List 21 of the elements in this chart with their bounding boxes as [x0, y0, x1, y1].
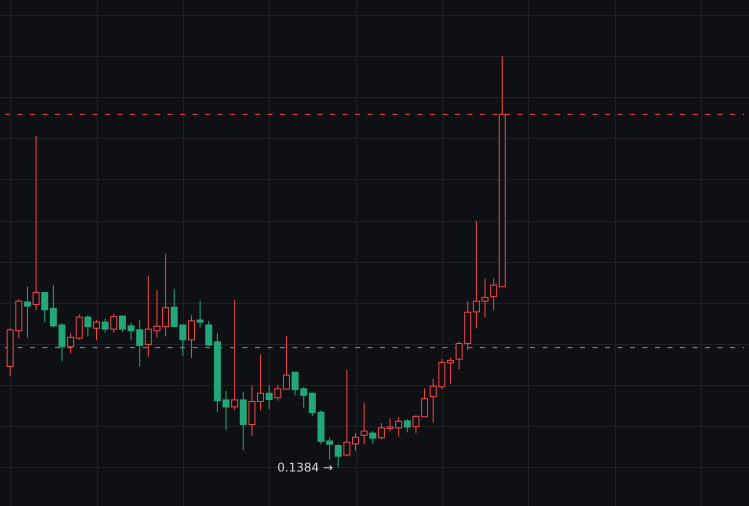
candlestick [490, 278, 498, 311]
candlestick [369, 430, 376, 444]
candlestick [170, 288, 178, 328]
candlestick [404, 418, 411, 433]
candlestick [266, 384, 273, 410]
candlestick [41, 292, 48, 323]
candlestick [179, 324, 186, 356]
candlestick [430, 378, 437, 424]
candlestick [24, 286, 31, 338]
candlestick [231, 299, 238, 411]
candlestick [334, 444, 342, 468]
candlestick [84, 314, 92, 338]
candlestick [205, 320, 212, 346]
annotation: 0.1384 → [277, 460, 334, 474]
candlestick [196, 300, 204, 328]
candlestick [110, 313, 118, 334]
candlestick [32, 135, 40, 311]
candlestick [188, 314, 195, 358]
candlestick [360, 402, 368, 445]
candlestick [102, 318, 109, 334]
candlestick [93, 320, 100, 341]
